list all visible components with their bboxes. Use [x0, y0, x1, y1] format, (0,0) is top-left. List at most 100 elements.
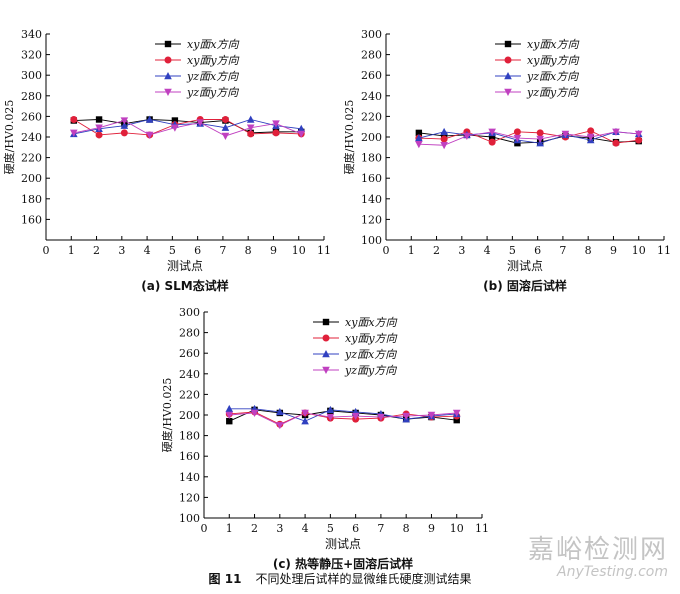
chart-c-legend-item: yz面x方向 — [313, 348, 397, 361]
chart-c-x-tick-label: 4 — [302, 522, 309, 535]
chart-b-x-tick-label: 5 — [509, 244, 516, 257]
chart-a-legend-item: yz面y方向 — [155, 86, 239, 99]
chart-b-legend-item: yz面y方向 — [495, 86, 579, 99]
chart-b-legend-item: xy面x方向 — [495, 38, 580, 51]
chart-c-data-point — [276, 422, 284, 430]
chart-c-y-tick-label: 200 — [179, 409, 200, 422]
watermark: 嘉峪检测网 AnyTesting.com — [528, 536, 668, 580]
chart-c-data-point — [225, 411, 234, 419]
chart-a-x-tick-label: 10 — [292, 244, 306, 257]
chart-a-legend-marker — [164, 72, 172, 80]
chart-b-y-tick-label: 180 — [361, 152, 382, 165]
chart-c-legend-label: xy面x方向 — [345, 316, 398, 329]
chart-b-series-2 — [415, 127, 643, 147]
chart-c-data-point — [377, 413, 385, 422]
chart-c-x-tick-label: 0 — [201, 522, 208, 535]
chart-c-data-point — [453, 416, 460, 424]
chart-c-x-tick-label: 7 — [377, 522, 384, 535]
chart-c-x-tick-label: 3 — [276, 522, 283, 535]
chart-a-y-tick-label: 340 — [21, 28, 42, 41]
chart-a-y-tick-label: 280 — [21, 90, 42, 103]
chart-a-series-line — [73, 119, 302, 135]
figure-number: 图 11 — [208, 572, 242, 586]
chart-c-data-point — [250, 409, 259, 417]
chart-a-legend-label: xy面y方向 — [187, 54, 240, 67]
chart-c-x-tick-label: 5 — [327, 522, 334, 535]
chart-a-data-point — [272, 120, 280, 128]
chart-a-y-tick-label: 260 — [21, 110, 42, 123]
chart-a-x-tick-label: 8 — [245, 244, 252, 257]
chart-b-x-tick-label: 1 — [408, 244, 415, 257]
chart-c-y-axis-label: 硬度/HV0.025 — [160, 378, 174, 453]
chart-b-legend-label: yz面x方向 — [526, 70, 579, 83]
chart-b-x-tick-label: 0 — [383, 244, 390, 257]
chart-a-data-point — [297, 124, 306, 132]
chart-c-y-tick-label: 180 — [179, 430, 200, 443]
chart-a-data-point — [95, 124, 103, 132]
chart-b-y-tick-label: 240 — [361, 90, 382, 103]
chart-a-data-point — [246, 124, 255, 132]
chart-b-data-point — [513, 128, 521, 136]
chart-a-series-line — [73, 120, 302, 137]
chart-a-data-point — [221, 115, 229, 123]
chart-a-data-point — [95, 116, 103, 123]
chart-b-panel-caption: (b) 固溶后试样 — [483, 278, 567, 293]
chart-c-data-point — [452, 409, 461, 417]
chart-a-y-tick-label: 220 — [21, 152, 42, 165]
chart-b-y-tick-label: 100 — [361, 234, 382, 247]
chart-b-x-tick-label: 2 — [433, 244, 440, 257]
chart-a-legend-label: yz面x方向 — [186, 70, 239, 83]
chart-b-data-point — [536, 129, 544, 137]
chart-b-series-line — [418, 131, 639, 144]
chart-c-x-tick-label: 6 — [352, 522, 359, 535]
chart-c-legend-marker — [322, 318, 330, 326]
chart-b-y-axis-label: 硬度/HV0.025 — [342, 100, 356, 175]
chart-b-data-point — [612, 128, 620, 136]
chart-c-y-tick-label: 300 — [179, 306, 200, 319]
chart-b-data-point — [440, 127, 448, 136]
chart-a-y-tick-label: 320 — [21, 49, 42, 62]
chart-b-legend-label: xy面x方向 — [527, 38, 580, 51]
chart-c-panel-caption: (c) 热等静压+固溶后试样 — [273, 556, 413, 571]
chart-b-x-tick-label: 10 — [632, 244, 646, 257]
chart-b-data-point — [488, 133, 496, 141]
chart-b-data-point — [488, 138, 496, 146]
chart-b-data-point — [415, 129, 423, 137]
chart-b-legend-marker — [504, 72, 512, 80]
chart-a-legend-item: yz面x方向 — [155, 70, 239, 83]
chart-a-y-tick-label: 300 — [21, 69, 42, 82]
chart-c-series-line — [229, 408, 457, 422]
chart-b-x-tick-label: 7 — [559, 244, 566, 257]
chart-b-data-point — [440, 142, 448, 150]
chart-a-x-tick-label: 2 — [93, 244, 100, 257]
chart-b-data-point — [536, 135, 544, 144]
chart-a-series-line — [73, 119, 302, 136]
chart-b-data-point — [612, 139, 620, 147]
chart-c-x-tick-label: 8 — [403, 522, 410, 535]
chart-a-x-axis-label: 测试点 — [167, 258, 203, 273]
chart-a-data-point — [145, 115, 154, 123]
chart-c-y-tick-label: 220 — [179, 388, 200, 401]
chart-a-data-point — [171, 124, 179, 132]
chart-a: 0 1 2 3 4 5 6 7 8 9 10 11 160 180 200 220 240 260 280 300 32… — [2, 28, 331, 293]
chart-a-y-tick-label: 180 — [21, 193, 42, 206]
chart-a-panel-caption: (a) SLM态试样 — [141, 278, 228, 293]
chart-c-series-line — [229, 409, 457, 422]
watermark-line1: 嘉峪检测网 — [527, 535, 668, 565]
chart-a-data-point — [171, 117, 179, 124]
chart-a-x-tick-label: 0 — [43, 244, 50, 257]
chart-c-data-point — [351, 412, 360, 421]
chart-c-legend-label: yz面y方向 — [344, 364, 397, 377]
chart-b-legend-label: yz面y方向 — [526, 86, 579, 99]
chart-c-data-point — [402, 412, 410, 421]
chart-c-data-point — [326, 413, 335, 422]
chart-b-legend-marker — [504, 40, 512, 48]
chart-b-x-tick-label: 9 — [610, 244, 617, 257]
chart-c-y-tick-label: 280 — [179, 327, 200, 340]
chart-a-legend-marker — [164, 56, 172, 64]
chart-b-x-tick-label: 8 — [585, 244, 592, 257]
chart-b-data-point — [634, 130, 643, 138]
chart-a-legend-marker — [164, 40, 172, 48]
chart-b-legend-marker — [504, 56, 512, 64]
